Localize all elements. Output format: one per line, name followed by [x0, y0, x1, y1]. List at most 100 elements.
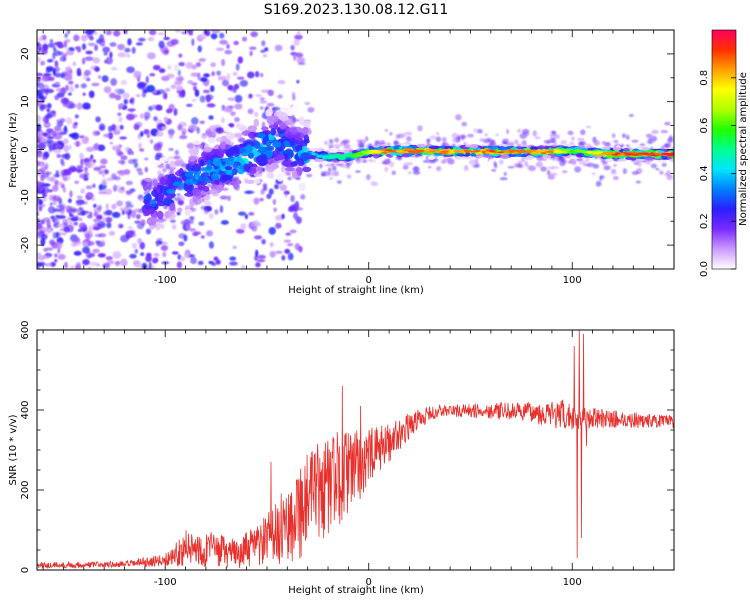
ridge-blob	[436, 155, 445, 160]
noise-blob	[37, 56, 42, 63]
noise-blob	[296, 56, 306, 64]
noise-blob	[279, 184, 288, 191]
ridge-core	[560, 149, 569, 152]
ridge-blob	[635, 158, 646, 162]
noise-blob	[63, 125, 68, 134]
halo-blob	[334, 137, 340, 143]
halo-blob	[190, 218, 194, 225]
noise-blob	[54, 66, 60, 73]
noise-blob	[47, 189, 54, 193]
noise-blob	[74, 237, 81, 243]
ridge-core	[552, 150, 563, 153]
halo-blob	[156, 141, 164, 148]
noise-blob	[194, 89, 200, 97]
noise-blob	[293, 38, 300, 46]
noise-blob	[293, 212, 299, 220]
noise-blob	[182, 131, 186, 135]
ridge-blob	[225, 160, 234, 166]
halo-blob	[78, 217, 83, 222]
noise-blob	[206, 103, 216, 108]
ridge-blob	[203, 146, 213, 153]
noise-blob	[119, 124, 124, 130]
ridge-blob	[233, 181, 239, 190]
noise-blob	[69, 213, 75, 218]
noise-blob	[76, 102, 83, 110]
halo-blob	[628, 113, 634, 117]
ridge-blob	[272, 141, 282, 148]
noise-blob	[61, 153, 69, 159]
ridge-blob	[188, 155, 196, 162]
halo-blob	[174, 197, 181, 202]
snr-panel: -100 0 100 0 200 400 600 Height of straight l…	[8, 320, 675, 596]
halo-blob	[61, 162, 65, 167]
halo-blob	[365, 136, 369, 142]
ridge-blob	[400, 143, 411, 147]
ridge-blob	[298, 116, 305, 125]
noise-blob	[37, 223, 40, 230]
noise-blob	[103, 52, 108, 56]
ridge-blob	[173, 160, 184, 166]
ridge-blob	[283, 140, 291, 148]
noise-blob	[129, 230, 136, 236]
halo-blob	[37, 135, 42, 141]
ridge-blob	[277, 153, 285, 161]
noise-blob	[221, 75, 227, 82]
noise-blob	[135, 213, 141, 220]
noise-blob	[134, 248, 139, 254]
noise-blob	[259, 73, 264, 78]
noise-blob	[48, 206, 55, 213]
noise-blob	[285, 232, 292, 236]
halo-blob	[542, 158, 548, 161]
noise-blob	[164, 49, 169, 54]
ridge-blob	[247, 152, 255, 159]
snr-y-label: SNR (10 * v/v)	[8, 414, 19, 485]
noise-blob	[293, 52, 297, 61]
halo-blob	[543, 139, 551, 144]
noise-blob	[281, 213, 285, 220]
y-tick-label: 10	[20, 95, 31, 108]
ridge-core	[431, 148, 438, 152]
halo-blob	[661, 162, 667, 167]
noise-blob	[43, 40, 48, 44]
y-tick-label: 0	[20, 146, 31, 152]
ridge-core	[453, 150, 463, 153]
noise-blob	[152, 64, 161, 71]
noise-blob	[93, 144, 99, 151]
noise-blob	[196, 127, 200, 134]
halo-blob	[331, 165, 337, 172]
noise-blob	[175, 85, 184, 92]
noise-blob	[67, 30, 71, 35]
noise-blob	[54, 72, 62, 78]
noise-blob	[148, 30, 157, 36]
noise-blob	[254, 235, 263, 240]
noise-blob	[173, 108, 178, 116]
x-tick-label: 100	[563, 275, 582, 286]
spectrogram-y-label: Frequency (Hz)	[8, 112, 19, 188]
halo-blob	[417, 125, 423, 132]
noise-blob	[205, 31, 210, 37]
colorbar-ticks: 0.0 0.2 0.4 0.6 0.8	[699, 70, 736, 277]
halo-blob	[42, 196, 47, 203]
ridge-core	[423, 149, 430, 152]
ridge-blob	[428, 145, 440, 150]
halo-blob	[200, 205, 207, 210]
halo-blob	[646, 140, 655, 144]
noise-blob	[198, 58, 206, 62]
halo-blob	[404, 131, 413, 136]
ridge-blob	[259, 153, 267, 162]
colorbar-tick-label: 0.4	[699, 165, 710, 181]
halo-blob	[461, 121, 467, 127]
ridge-blob	[297, 159, 305, 167]
halo-blob	[49, 197, 54, 201]
ridge-blob	[290, 127, 298, 135]
ridge-core	[353, 153, 361, 156]
ridge-blob	[248, 167, 257, 174]
ridge-blob	[232, 146, 240, 154]
noise-blob	[145, 228, 152, 235]
halo-blob	[540, 166, 547, 172]
halo-blob	[169, 169, 175, 175]
noise-blob	[179, 134, 188, 140]
halo-blob	[304, 101, 311, 106]
ridge-blob	[209, 188, 219, 195]
halo-blob	[463, 165, 469, 171]
